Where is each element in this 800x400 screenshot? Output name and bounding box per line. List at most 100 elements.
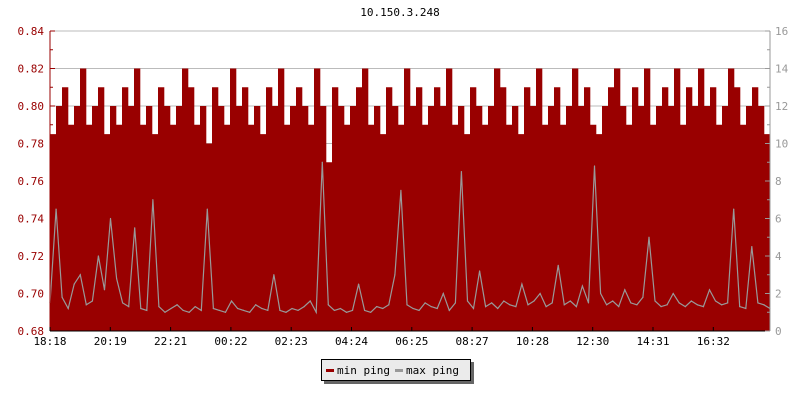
- max-ping-point: [497, 307, 499, 310]
- min-ping-bar: [392, 106, 399, 331]
- max-ping-point: [218, 309, 221, 311]
- y-right-tick-label: 2: [775, 288, 782, 301]
- min-ping-bar: [290, 106, 297, 331]
- min-ping-bar: [692, 106, 699, 331]
- min-ping-bar: [632, 87, 639, 331]
- max-ping-point: [684, 306, 686, 308]
- max-ping-point: [333, 309, 335, 311]
- min-ping-bar: [170, 124, 177, 331]
- min-ping-bar: [548, 106, 555, 331]
- max-ping-point: [146, 309, 148, 311]
- x-tick-label: 04:24: [335, 335, 368, 348]
- y-left-tick-label: 0.70: [18, 288, 45, 301]
- min-ping-bar: [50, 134, 57, 331]
- max-ping-point: [351, 309, 354, 311]
- min-ping-bar: [758, 106, 765, 331]
- y-left-tick-label: 0.74: [18, 213, 45, 226]
- max-ping-point: [424, 302, 426, 304]
- max-ping-point: [115, 277, 118, 280]
- min-ping-bar: [602, 106, 609, 331]
- max-ping-point: [345, 311, 348, 313]
- max-ping-point: [285, 311, 287, 313]
- min-ping-bar: [500, 87, 507, 331]
- y-left-tick-label: 0.82: [18, 63, 45, 76]
- x-tick-label: 02:23: [275, 335, 308, 348]
- x-tick-label: 14:31: [636, 335, 669, 348]
- min-ping-bar: [314, 68, 321, 331]
- min-ping-bar: [728, 68, 735, 331]
- y-left-tick-label: 0.80: [18, 100, 45, 113]
- min-ping-bar: [266, 87, 273, 331]
- min-ping-bar: [734, 87, 741, 331]
- legend: min ping max ping: [321, 359, 471, 381]
- max-ping-point: [194, 306, 196, 308]
- max-ping-point: [569, 300, 571, 302]
- max-ping-point: [55, 208, 57, 210]
- min-ping-bar: [650, 124, 657, 331]
- max-ping-point: [485, 306, 487, 308]
- x-tick-label: 16:32: [697, 335, 730, 348]
- min-ping-bar: [110, 106, 117, 331]
- max-ping-point: [624, 289, 626, 291]
- max-ping-point: [140, 307, 142, 310]
- min-ping-bar: [116, 124, 123, 331]
- y-right-tick-label: 14: [775, 63, 789, 76]
- min-ping-bar: [302, 106, 309, 331]
- min-ping-bar: [410, 106, 417, 331]
- min-ping-bar: [452, 124, 459, 331]
- max-ping-point: [654, 300, 656, 302]
- min-ping-bar: [92, 106, 99, 331]
- x-tick-label: 20:19: [94, 335, 127, 348]
- min-ping-bar: [464, 134, 471, 331]
- y-left-tick-label: 0.84: [18, 25, 45, 38]
- max-ping-point: [400, 189, 402, 191]
- max-ping-point: [727, 302, 729, 304]
- max-ping-point: [273, 274, 275, 276]
- max-ping-point: [376, 306, 378, 308]
- min-ping-bar: [134, 68, 141, 331]
- min-ping-bar: [488, 106, 495, 331]
- max-ping-point: [757, 302, 759, 304]
- max-ping-point: [212, 307, 214, 310]
- max-ping-point: [454, 302, 456, 304]
- min-ping-bar: [566, 106, 573, 331]
- max-ping-point: [327, 304, 329, 306]
- max-ping-point: [109, 217, 112, 220]
- min-ping-bar: [374, 106, 381, 331]
- min-ping-bar: [668, 106, 675, 331]
- min-ping-bar: [626, 124, 633, 331]
- min-ping-bar: [434, 87, 441, 331]
- min-ping-bar: [80, 68, 87, 331]
- max-ping-point: [533, 300, 535, 302]
- min-ping-bar: [224, 124, 231, 331]
- max-ping-point: [176, 304, 178, 306]
- min-ping-bar: [146, 106, 153, 331]
- max-ping-point: [448, 309, 450, 311]
- min-ping-bar: [704, 106, 711, 331]
- min-ping-bar: [128, 106, 135, 331]
- max-ping-point: [182, 309, 184, 311]
- min-ping-bar: [62, 87, 69, 331]
- max-ping-point: [587, 302, 590, 304]
- max-ping-point: [230, 300, 233, 302]
- max-ping-point: [581, 285, 584, 287]
- min-ping-bar: [560, 124, 567, 331]
- max-ping-point: [436, 307, 438, 310]
- min-ping-bar: [212, 87, 219, 331]
- max-ping-point: [382, 307, 384, 310]
- max-ping-point: [733, 208, 735, 210]
- max-ping-point: [103, 289, 106, 291]
- max-ping-point: [188, 311, 190, 313]
- min-ping-bar: [230, 68, 237, 331]
- max-ping-point: [91, 300, 93, 302]
- min-ping-bar: [554, 87, 561, 331]
- max-ping-point: [545, 306, 547, 308]
- max-ping-point: [303, 306, 305, 308]
- max-ping-point: [79, 274, 81, 276]
- min-ping-bar: [614, 68, 621, 331]
- min-ping-bar: [182, 68, 189, 331]
- max-ping-point: [575, 306, 577, 308]
- chart-title: 10.150.3.248: [360, 6, 440, 19]
- min-ping-bar: [674, 68, 681, 331]
- legend-swatch-min-ping: [326, 368, 334, 372]
